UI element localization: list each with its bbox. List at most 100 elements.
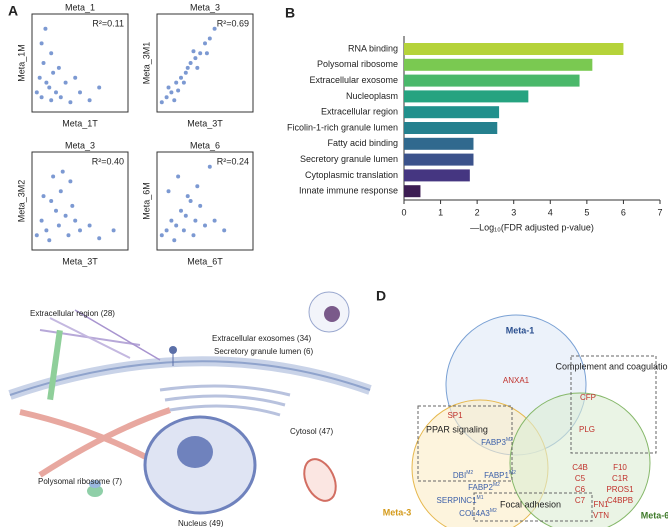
x-tick-label: 2 xyxy=(475,207,480,217)
x-tick-label: 6 xyxy=(621,207,626,217)
point xyxy=(54,208,58,213)
point xyxy=(73,75,78,80)
category-label: RNA binding xyxy=(348,43,398,53)
cell-illustration xyxy=(8,291,372,515)
point xyxy=(37,75,42,80)
point xyxy=(58,95,63,100)
gene: VTN xyxy=(593,511,609,520)
category-label: Extracellular exosome xyxy=(309,75,398,85)
box-label: PPAR signaling xyxy=(426,424,488,434)
gene: FABP2M2 xyxy=(468,482,500,492)
point xyxy=(51,70,56,75)
illustration-label: Polysomal ribosome (7) xyxy=(38,477,122,486)
gene-name: C4B xyxy=(572,463,588,472)
y-axis-label: Meta_1M xyxy=(16,44,26,82)
annotation: R²=0.11 xyxy=(92,18,124,28)
point xyxy=(49,98,54,103)
gene-name: F10 xyxy=(613,463,627,472)
point xyxy=(195,65,200,70)
gene: COL4A3M2 xyxy=(459,508,497,518)
point xyxy=(58,189,63,194)
panel-title: Meta_3 xyxy=(190,2,220,12)
y-axis-label: Meta_3M2 xyxy=(16,180,26,223)
gene: C4BPB xyxy=(607,496,633,505)
category-label: Extracellular region xyxy=(321,107,398,117)
point xyxy=(56,223,61,228)
x-axis-label: Meta_1T xyxy=(62,118,98,128)
gene: PROS1 xyxy=(606,485,634,494)
illustration-label: Extracellular region (28) xyxy=(30,309,115,318)
point xyxy=(43,26,48,31)
point xyxy=(34,233,39,238)
point xyxy=(193,218,198,223)
gene: C4B xyxy=(572,463,588,472)
y-axis-label: Meta_6M xyxy=(141,182,151,220)
point xyxy=(185,65,190,70)
point xyxy=(39,218,44,223)
point xyxy=(179,208,183,213)
bar xyxy=(404,153,474,166)
point xyxy=(49,199,54,203)
plot-frame xyxy=(156,13,254,113)
panel-title: Meta_1 xyxy=(65,2,95,12)
category-label: Polysomal ribosome xyxy=(317,59,398,69)
point xyxy=(181,228,186,233)
point xyxy=(181,80,186,85)
point xyxy=(172,98,177,103)
point xyxy=(169,218,174,223)
point xyxy=(198,203,203,208)
gene: CFP xyxy=(580,393,596,402)
x-tick-label: 5 xyxy=(584,207,589,217)
gene: FABP1M2 xyxy=(484,470,516,480)
category-label: Secretory granule lumen xyxy=(300,154,398,164)
bar xyxy=(404,58,593,71)
x-axis-label: Meta_3T xyxy=(62,256,98,266)
point xyxy=(68,179,73,184)
category-label: Fatty acid binding xyxy=(327,138,398,148)
point xyxy=(68,100,73,105)
point xyxy=(207,36,212,41)
point xyxy=(41,194,46,199)
point xyxy=(185,194,190,199)
bar xyxy=(404,106,500,119)
bar xyxy=(404,137,474,150)
point xyxy=(47,238,52,243)
gene: C6 xyxy=(575,485,586,494)
gene-name: SP1 xyxy=(447,411,463,420)
panel-title: Meta_3 xyxy=(65,140,95,150)
point xyxy=(41,61,46,65)
point xyxy=(183,70,188,75)
gene-name: COL4A3 xyxy=(459,509,490,518)
point xyxy=(73,218,78,223)
gene-name: C6 xyxy=(575,485,586,494)
category-label: Cytoplasmic translation xyxy=(305,170,398,180)
gene-superscript: M2 xyxy=(506,437,513,443)
gene: DBIM2 xyxy=(453,470,474,480)
x-tick-label: 3 xyxy=(511,207,516,217)
point xyxy=(166,189,171,194)
point xyxy=(191,233,196,238)
point xyxy=(66,233,71,238)
point xyxy=(39,95,44,100)
annotation: R²=0.69 xyxy=(217,18,249,28)
bar xyxy=(404,185,421,198)
illustration-label: Nucleus (49) xyxy=(178,519,224,527)
gene: FABP3M2 xyxy=(481,437,513,447)
point xyxy=(176,174,181,179)
gene-name: PLG xyxy=(579,425,595,434)
panel-title: Meta_6 xyxy=(190,140,220,150)
point xyxy=(87,223,92,228)
point xyxy=(63,213,68,218)
point xyxy=(60,169,65,174)
point xyxy=(164,228,169,233)
point xyxy=(78,90,82,95)
gene: C1R xyxy=(612,474,628,483)
y-axis-label: Meta_3M1 xyxy=(141,42,151,85)
point xyxy=(174,80,179,85)
point xyxy=(54,90,58,95)
bar xyxy=(404,90,529,103)
annotation: R²=0.24 xyxy=(217,156,249,166)
gene-name: C4BPB xyxy=(607,496,633,505)
gene-name: CFP xyxy=(580,393,596,402)
point xyxy=(87,98,92,103)
